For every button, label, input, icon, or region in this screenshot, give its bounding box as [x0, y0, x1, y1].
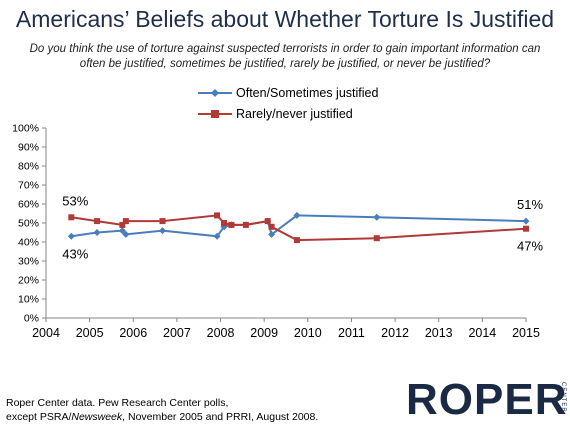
data-point-often — [93, 229, 101, 236]
series-rarely — [68, 212, 529, 244]
data-point-rarely — [122, 218, 129, 225]
x-tick-label: 2008 — [207, 326, 235, 340]
data-point-rarely — [523, 225, 529, 232]
x-tick-label: 2011 — [338, 326, 365, 340]
chart-subtitle: Do you think the use of torture against … — [29, 43, 541, 70]
y-tick-label: 20% — [18, 275, 39, 287]
data-point-rarely — [268, 223, 275, 230]
data-label: 53% — [62, 193, 88, 208]
y-tick-label: 60% — [18, 199, 39, 211]
data-point-often — [373, 213, 381, 221]
x-tick-label: 2007 — [163, 326, 191, 340]
source-line-1: Roper Center data. Pew Research Center p… — [6, 397, 229, 409]
x-tick-label: 2004 — [32, 326, 60, 340]
y-tick-label: 30% — [18, 256, 39, 268]
legend: Often/Sometimes justified Rarely/never j… — [198, 82, 378, 124]
data-point-rarely — [221, 220, 228, 226]
roper-logo: ROPER CENTER — [406, 375, 566, 425]
data-point-rarely — [264, 218, 271, 225]
y-tick-label: 50% — [18, 218, 39, 230]
source-line-2-pre: except PSRA/ — [6, 411, 72, 423]
x-tick-label: 2009 — [250, 326, 278, 340]
y-tick-label: 90% — [18, 142, 39, 154]
legend-label-rarely: Rarely/never justified — [236, 106, 353, 121]
data-point-often — [522, 217, 530, 225]
y-tick-label: 40% — [18, 237, 39, 249]
source-line-2-em: Newsweek — [71, 411, 123, 423]
data-label: 43% — [62, 246, 88, 261]
data-point-rarely — [94, 218, 101, 225]
data-point-often — [268, 230, 276, 238]
source-line-2: except PSRA/Newsweek, November 2005 and … — [6, 410, 318, 424]
y-tick-label: 0% — [24, 313, 39, 325]
legend-item-rarely: Rarely/never justified — [198, 103, 378, 124]
chart-title: Americans’ Beliefs about Whether Torture… — [15, 6, 555, 32]
legend-swatch-often — [198, 88, 232, 97]
legend-label-often: Often/Sometimes justified — [236, 85, 379, 100]
x-tick-label: 2013 — [425, 326, 453, 340]
x-tick-label: 2015 — [512, 326, 540, 340]
series-often — [67, 211, 530, 240]
data-label: 47% — [517, 239, 543, 254]
logo-tag: CENTER — [560, 382, 566, 413]
y-tick-label: 70% — [18, 180, 39, 192]
data-point-often — [122, 230, 130, 238]
data-point-rarely — [373, 235, 380, 242]
data-point-rarely — [214, 212, 221, 219]
data-point-often — [213, 232, 221, 240]
data-point-rarely — [242, 221, 249, 228]
data-point-often — [118, 227, 126, 235]
source-note: Roper Center data. Pew Research Center p… — [6, 396, 318, 424]
y-tick-label: 100% — [12, 123, 39, 135]
chart-axes: 0% 10% 20% 30% 40% 50% 60% 70% 80% 90% 100% 2004 200… — [12, 123, 540, 341]
source-line-2-post: , November 2005 and PRRI, August 2008. — [122, 411, 319, 423]
data-point-rarely — [293, 237, 300, 244]
x-tick-label: 2005 — [76, 326, 104, 340]
data-point-rarely — [228, 221, 235, 228]
x-tick-label: 2006 — [119, 326, 147, 340]
y-tick-label: 80% — [18, 161, 39, 173]
data-point-often — [159, 227, 167, 235]
legend-swatch-rarely — [198, 109, 232, 118]
data-point-often — [67, 232, 75, 240]
x-tick-label: 2014 — [468, 326, 496, 340]
data-point-rarely — [68, 214, 75, 221]
legend-item-often: Often/Sometimes justified — [198, 82, 378, 103]
x-tick-label: 2012 — [381, 326, 409, 340]
x-tick-label: 2010 — [294, 326, 322, 340]
data-point-rarely — [119, 221, 126, 228]
logo-text: ROPER — [406, 375, 568, 424]
data-label: 51% — [517, 197, 543, 212]
chart-labels: 53% 43% 51% 47% — [62, 193, 543, 261]
data-point-often — [293, 211, 301, 219]
chart-series — [67, 211, 530, 244]
data-point-rarely — [159, 218, 166, 225]
y-tick-label: 10% — [18, 294, 39, 306]
